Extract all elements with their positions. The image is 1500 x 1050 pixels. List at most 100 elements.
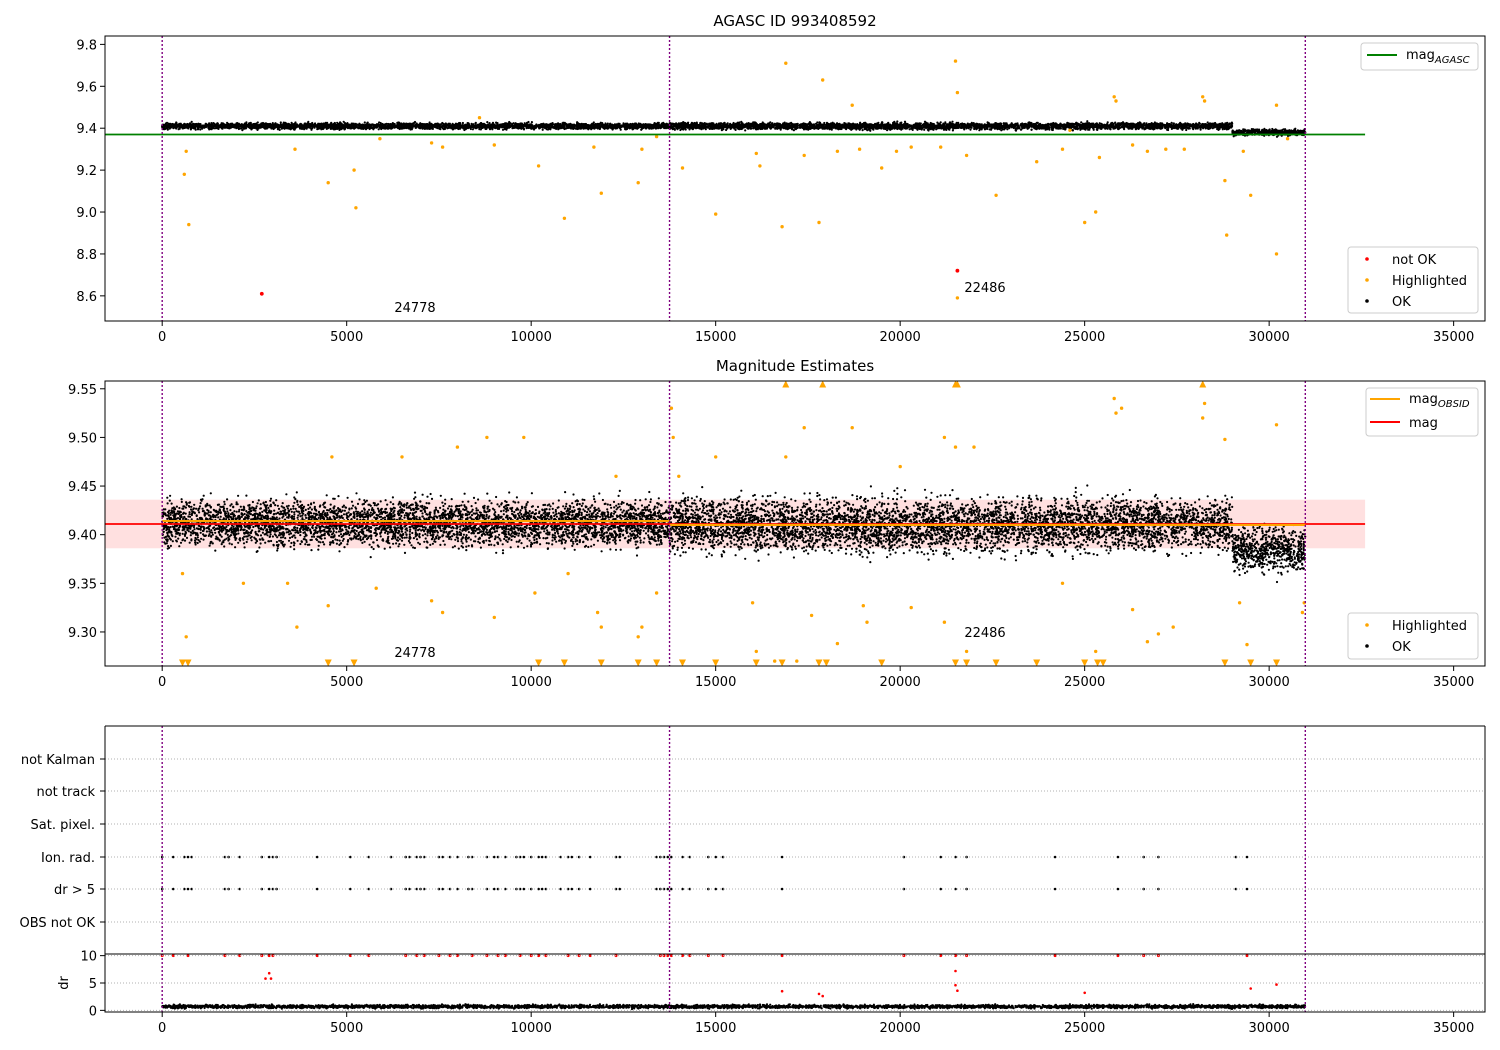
ok-point <box>481 124 483 126</box>
ok-point <box>454 125 456 127</box>
ok-point <box>489 128 491 130</box>
ok-point <box>559 124 561 126</box>
ok-point <box>441 122 443 124</box>
ok-point <box>522 127 524 129</box>
ok-point <box>1086 120 1088 122</box>
ok-point <box>463 129 465 131</box>
ok-point <box>519 124 521 126</box>
ok-point <box>198 125 200 127</box>
ok-point <box>544 124 546 126</box>
ok-point <box>238 128 240 130</box>
ok-point <box>347 127 349 129</box>
ok-point <box>347 124 349 126</box>
ok-point <box>896 120 898 122</box>
ok-point <box>576 124 578 126</box>
ok-point <box>568 125 570 127</box>
ok-point <box>498 125 500 127</box>
ok-point <box>266 125 268 127</box>
ok-point <box>280 121 282 123</box>
ok-point <box>572 127 574 129</box>
ok-point <box>251 128 253 130</box>
ok-point <box>449 123 451 125</box>
ok-point <box>583 124 585 126</box>
ok-point <box>458 122 460 124</box>
ok-point <box>595 123 597 125</box>
ok-point <box>226 125 228 127</box>
ok-point <box>944 121 946 123</box>
ok-point <box>487 126 489 128</box>
ok-point <box>526 122 528 124</box>
ok-point <box>311 127 313 129</box>
ok-point <box>505 129 507 131</box>
ok-point <box>640 126 642 128</box>
ok-point <box>205 126 207 128</box>
ok-point <box>564 122 566 124</box>
ok-point <box>197 123 199 125</box>
ok-point <box>191 121 193 123</box>
ok-point <box>202 126 204 128</box>
ok-point <box>614 126 616 128</box>
ok-point <box>304 123 306 125</box>
ok-point <box>388 126 390 128</box>
ok-point <box>480 128 482 130</box>
ok-point <box>407 123 409 125</box>
ok-point <box>617 123 619 125</box>
ok-point <box>606 127 608 129</box>
ok-point <box>290 128 292 130</box>
ok-point <box>580 124 582 126</box>
ok-point <box>663 123 665 125</box>
ok-point <box>291 124 293 126</box>
ok-point <box>455 123 457 125</box>
ok-point <box>485 128 487 130</box>
ok-point <box>170 126 172 128</box>
ok-point <box>170 124 172 126</box>
ok-point <box>295 125 297 127</box>
ok-point <box>634 124 636 126</box>
ok-point <box>431 126 433 128</box>
ok-point <box>216 127 218 129</box>
ok-point <box>190 126 192 128</box>
ok-point <box>426 128 428 130</box>
ok-point <box>352 125 354 127</box>
ok-point <box>535 123 537 125</box>
ok-point <box>234 124 236 126</box>
ok-point <box>289 125 291 127</box>
ok-point <box>485 125 487 127</box>
ok-point <box>309 125 311 127</box>
ok-point <box>526 126 528 128</box>
ok-point <box>629 127 631 129</box>
ok-point <box>378 126 380 128</box>
ok-point <box>531 121 533 123</box>
ok-point <box>415 125 417 127</box>
ok-point <box>598 124 600 126</box>
ok-point <box>194 126 196 128</box>
ok-point <box>509 122 511 124</box>
ok-point <box>567 124 569 126</box>
ok-point <box>397 125 399 127</box>
ok-point <box>509 126 511 128</box>
ok-point <box>492 122 494 124</box>
ok-point <box>507 124 509 126</box>
ok-point <box>447 124 449 126</box>
ok-point <box>365 128 367 130</box>
ok-point <box>566 127 568 129</box>
ok-point <box>625 123 627 125</box>
ok-point <box>298 124 300 126</box>
ok-point <box>168 125 170 127</box>
ok-point <box>282 124 284 126</box>
ok-point <box>407 126 409 128</box>
ok-point <box>439 127 441 129</box>
ok-point <box>393 126 395 128</box>
ok-point <box>475 127 477 129</box>
ok-point <box>472 126 474 128</box>
ok-point <box>1171 122 1173 124</box>
ok-point <box>628 125 630 127</box>
ok-point <box>343 125 345 127</box>
ok-point <box>236 125 238 127</box>
ok-point <box>373 127 375 129</box>
ok-point <box>531 125 533 127</box>
ok-point <box>427 124 429 126</box>
ok-point <box>568 127 570 129</box>
ok-point <box>356 124 358 126</box>
